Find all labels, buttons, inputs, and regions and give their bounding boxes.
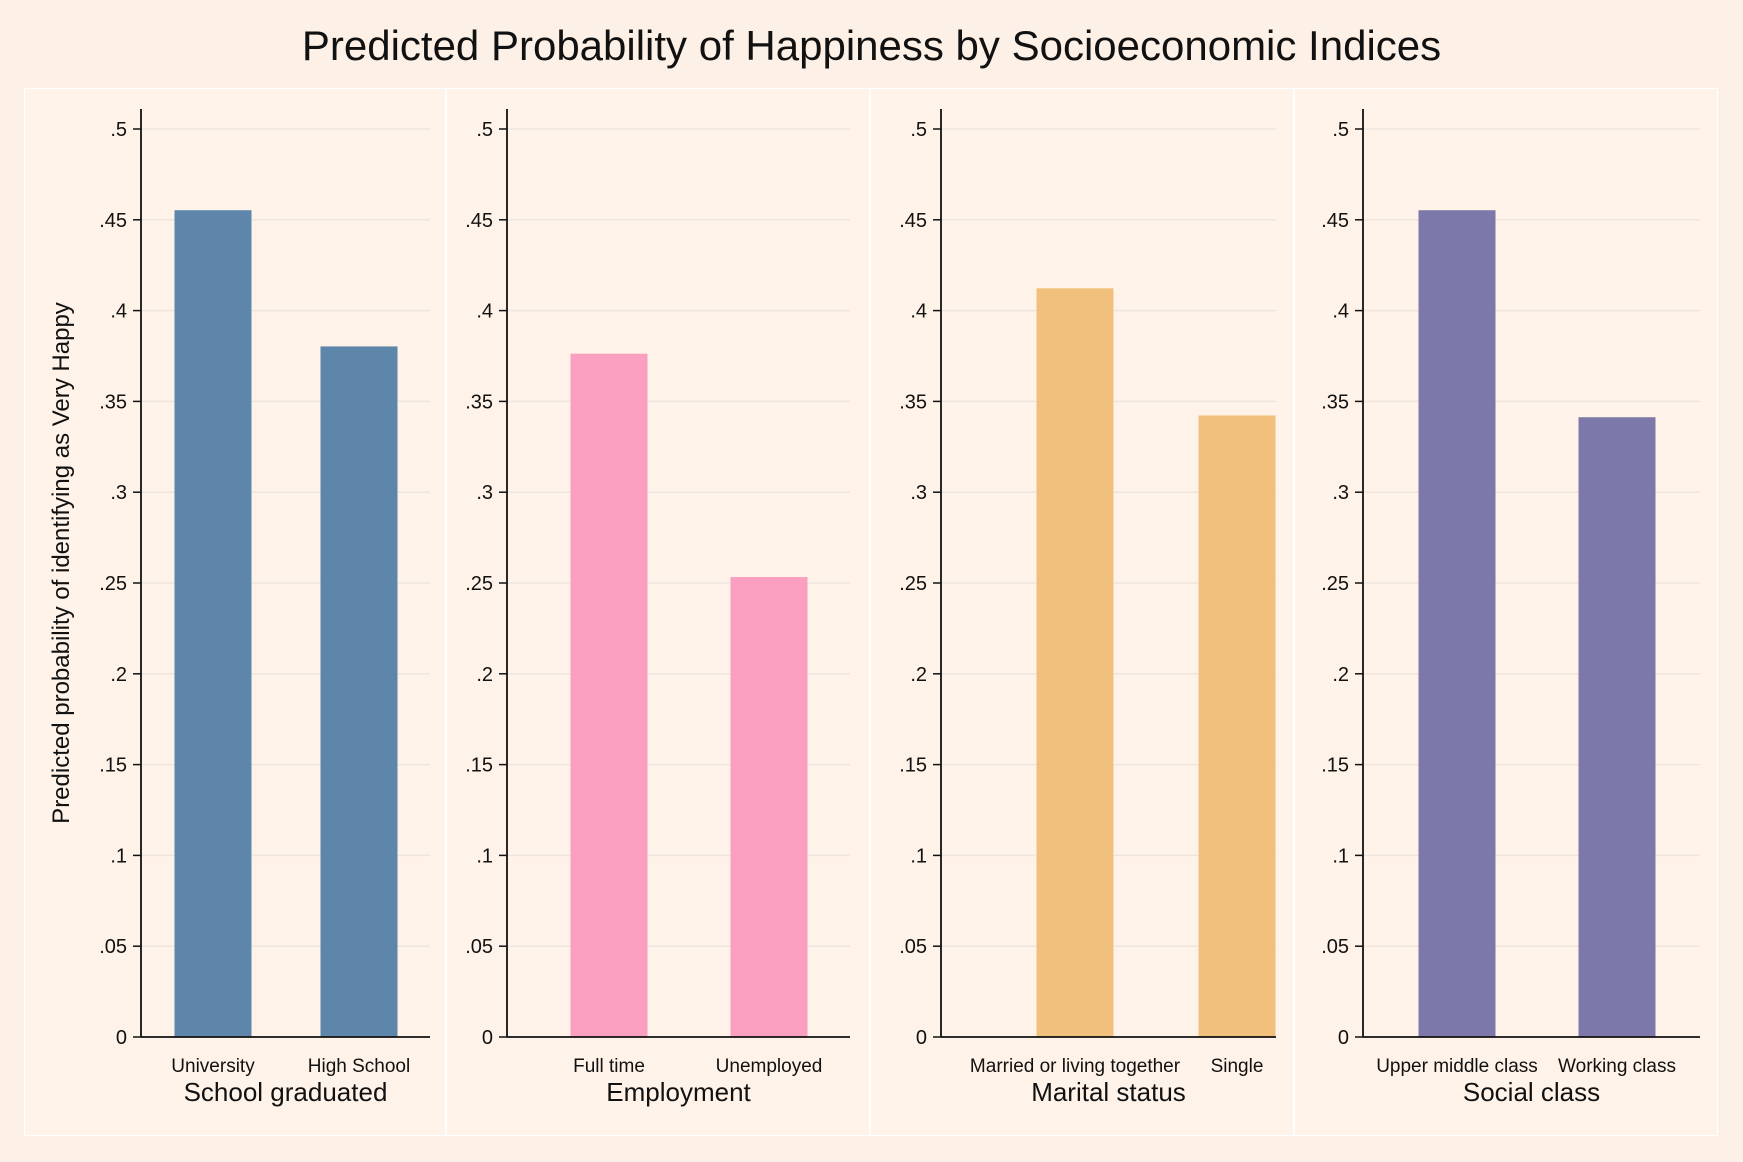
y-tick-label: .35	[899, 391, 927, 413]
bar-full-time	[570, 353, 648, 1038]
y-tick-label: .15	[1321, 755, 1349, 777]
y-tick-label: .5	[910, 119, 927, 141]
category-label: Upper middle class	[1376, 1056, 1538, 1077]
y-tick-label: 0	[1338, 1027, 1349, 1049]
y-tick-label: .15	[99, 755, 127, 777]
y-axis-title: Predicted probability of identifying as …	[48, 302, 75, 824]
y-tick-label: .2	[1332, 664, 1349, 686]
category-label: High School	[308, 1056, 410, 1077]
y-tick-label: .4	[1332, 301, 1349, 323]
chart-panel-1: 0 .05 .1 .15 .2 .25 .3 .35 .4 .45 .5 University High…	[24, 88, 446, 1136]
y-tick-label: .45	[899, 210, 927, 232]
x-axis-title: School graduated	[184, 1077, 388, 1107]
bar-unemployed	[730, 577, 808, 1038]
category-label: Unemployed	[716, 1056, 823, 1077]
y-tick-label: .45	[99, 210, 127, 232]
y-tick-label: .25	[99, 573, 127, 595]
y-tick-label: .15	[899, 755, 927, 777]
y-tick-label: .3	[1332, 482, 1349, 504]
y-tick-label: .35	[99, 391, 127, 413]
y-tick-label: .1	[476, 845, 493, 867]
y-tick-label: .2	[110, 664, 127, 686]
y-tick-label: .4	[110, 301, 127, 323]
x-axis-title: Social class	[1463, 1077, 1600, 1107]
bar-working-class	[1578, 417, 1656, 1038]
y-tick-label: .3	[910, 482, 927, 504]
chart-panel-3: 0 .05 .1 .15 .2 .25 .3 .35 .4 .45 .5 Married or liv…	[870, 88, 1294, 1136]
category-label: Working class	[1558, 1056, 1676, 1077]
bar-university	[174, 210, 252, 1038]
y-tick-label: .4	[910, 301, 927, 323]
chart-panel-2: 0 .05 .1 .15 .2 .25 .3 .35 .4 .45 .5 Full time Unemp…	[446, 88, 870, 1136]
y-tick-label: .5	[1332, 119, 1349, 141]
chart-panels: 0 .05 .1 .15 .2 .25 .3 .35 .4 .45 .5 University High…	[24, 88, 1718, 1136]
y-tick-label: .5	[110, 119, 127, 141]
y-tick-label: .2	[476, 664, 493, 686]
y-tick-label: 0	[116, 1027, 127, 1049]
y-tick-label: .1	[110, 845, 127, 867]
x-axis-title: Employment	[606, 1077, 751, 1107]
y-tick-label: 0	[916, 1027, 927, 1049]
category-label: Full time	[573, 1056, 645, 1077]
y-tick-label: .5	[476, 119, 493, 141]
category-label: Single	[1211, 1056, 1264, 1077]
y-tick-label: .45	[465, 210, 493, 232]
y-tick-label: .45	[1321, 210, 1349, 232]
y-tick-label: .35	[1321, 391, 1349, 413]
y-tick-label: .05	[899, 936, 927, 958]
y-tick-label: .3	[476, 482, 493, 504]
bar-upper-middle-class	[1418, 210, 1496, 1038]
bar-married-or-living-together	[1036, 288, 1114, 1038]
y-tick-label: .2	[910, 664, 927, 686]
y-tick-label: .05	[99, 936, 127, 958]
y-tick-label: .3	[110, 482, 127, 504]
y-tick-label: .05	[465, 936, 493, 958]
category-label: Married or living together	[970, 1056, 1181, 1077]
y-tick-label: 0	[482, 1027, 493, 1049]
y-tick-label: .25	[899, 573, 927, 595]
y-tick-label: .1	[910, 845, 927, 867]
y-tick-label: .05	[1321, 936, 1349, 958]
y-tick-label: .25	[1321, 573, 1349, 595]
x-axis-title: Marital status	[1031, 1077, 1186, 1107]
y-tick-label: .25	[465, 573, 493, 595]
bar-single	[1198, 415, 1276, 1038]
bar-high-school	[320, 346, 398, 1038]
panel-plot-svg: 0 .05 .1 .15 .2 .25 .3 .35 .4 .45 .5 Full time Unemp…	[465, 109, 850, 1107]
y-tick-label: .1	[1332, 845, 1349, 867]
y-tick-label: .35	[465, 391, 493, 413]
chart-panel-4: 0 .05 .1 .15 .2 .25 .3 .35 .4 .45 .5 Upper middle c…	[1294, 88, 1718, 1136]
y-tick-label: .4	[476, 301, 493, 323]
panel-plot-svg: 0 .05 .1 .15 .2 .25 .3 .35 .4 .45 .5 Upper middle c…	[1321, 109, 1700, 1107]
panel-plot-svg: 0 .05 .1 .15 .2 .25 .3 .35 .4 .45 .5 Married or liv…	[899, 109, 1276, 1107]
chart-title: Predicted Probability of Happiness by So…	[301, 22, 1442, 69]
category-label: University	[171, 1056, 255, 1077]
y-tick-label: .15	[465, 755, 493, 777]
panel-plot-svg: 0 .05 .1 .15 .2 .25 .3 .35 .4 .45 .5 University High…	[48, 109, 430, 1107]
